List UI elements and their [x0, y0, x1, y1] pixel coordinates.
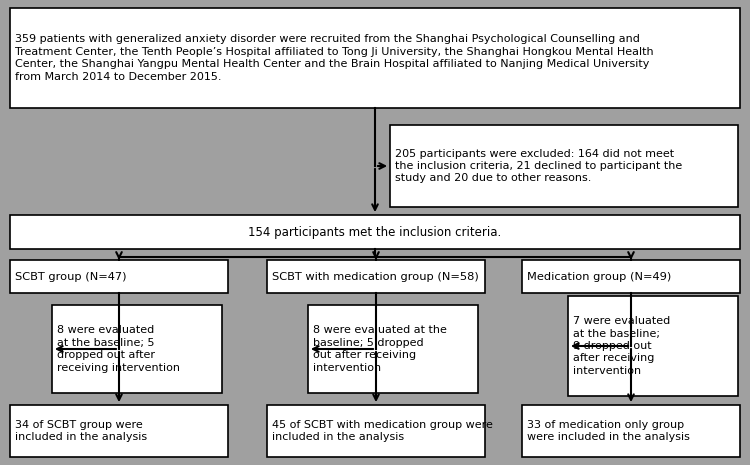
- Bar: [568, 296, 738, 396]
- Text: SCBT with medication group (N=58): SCBT with medication group (N=58): [272, 272, 478, 281]
- Text: 8 were evaluated
at the baseline; 5
dropped out after
receiving intervention: 8 were evaluated at the baseline; 5 drop…: [57, 326, 180, 372]
- Text: 45 of SCBT with medication group were
included in the analysis: 45 of SCBT with medication group were in…: [272, 420, 493, 442]
- Bar: [522, 260, 740, 293]
- Bar: [267, 405, 485, 457]
- Bar: [10, 8, 740, 108]
- Bar: [52, 305, 222, 393]
- Bar: [10, 260, 228, 293]
- Text: 359 patients with generalized anxiety disorder were recruited from the Shanghai : 359 patients with generalized anxiety di…: [15, 34, 653, 81]
- Bar: [10, 215, 740, 249]
- Text: 33 of medication only group
were included in the analysis: 33 of medication only group were include…: [527, 420, 690, 442]
- Bar: [390, 125, 738, 207]
- Text: 7 were evaluated
at the baseline;
9 dropped out
after receiving
intervention: 7 were evaluated at the baseline; 9 drop…: [573, 316, 670, 376]
- Text: 154 participants met the inclusion criteria.: 154 participants met the inclusion crite…: [248, 226, 502, 239]
- Text: 205 participants were excluded: 164 did not meet
the inclusion criteria, 21 decl: 205 participants were excluded: 164 did …: [395, 149, 682, 183]
- Text: 34 of SCBT group were
included in the analysis: 34 of SCBT group were included in the an…: [15, 420, 147, 442]
- Bar: [267, 260, 485, 293]
- Text: Medication group (N=49): Medication group (N=49): [527, 272, 671, 281]
- Text: SCBT group (N=47): SCBT group (N=47): [15, 272, 127, 281]
- Bar: [10, 405, 228, 457]
- Bar: [308, 305, 478, 393]
- Text: 8 were evaluated at the
baseline; 5 dropped
out after receiving
intervention: 8 were evaluated at the baseline; 5 drop…: [313, 326, 447, 372]
- Bar: [522, 405, 740, 457]
